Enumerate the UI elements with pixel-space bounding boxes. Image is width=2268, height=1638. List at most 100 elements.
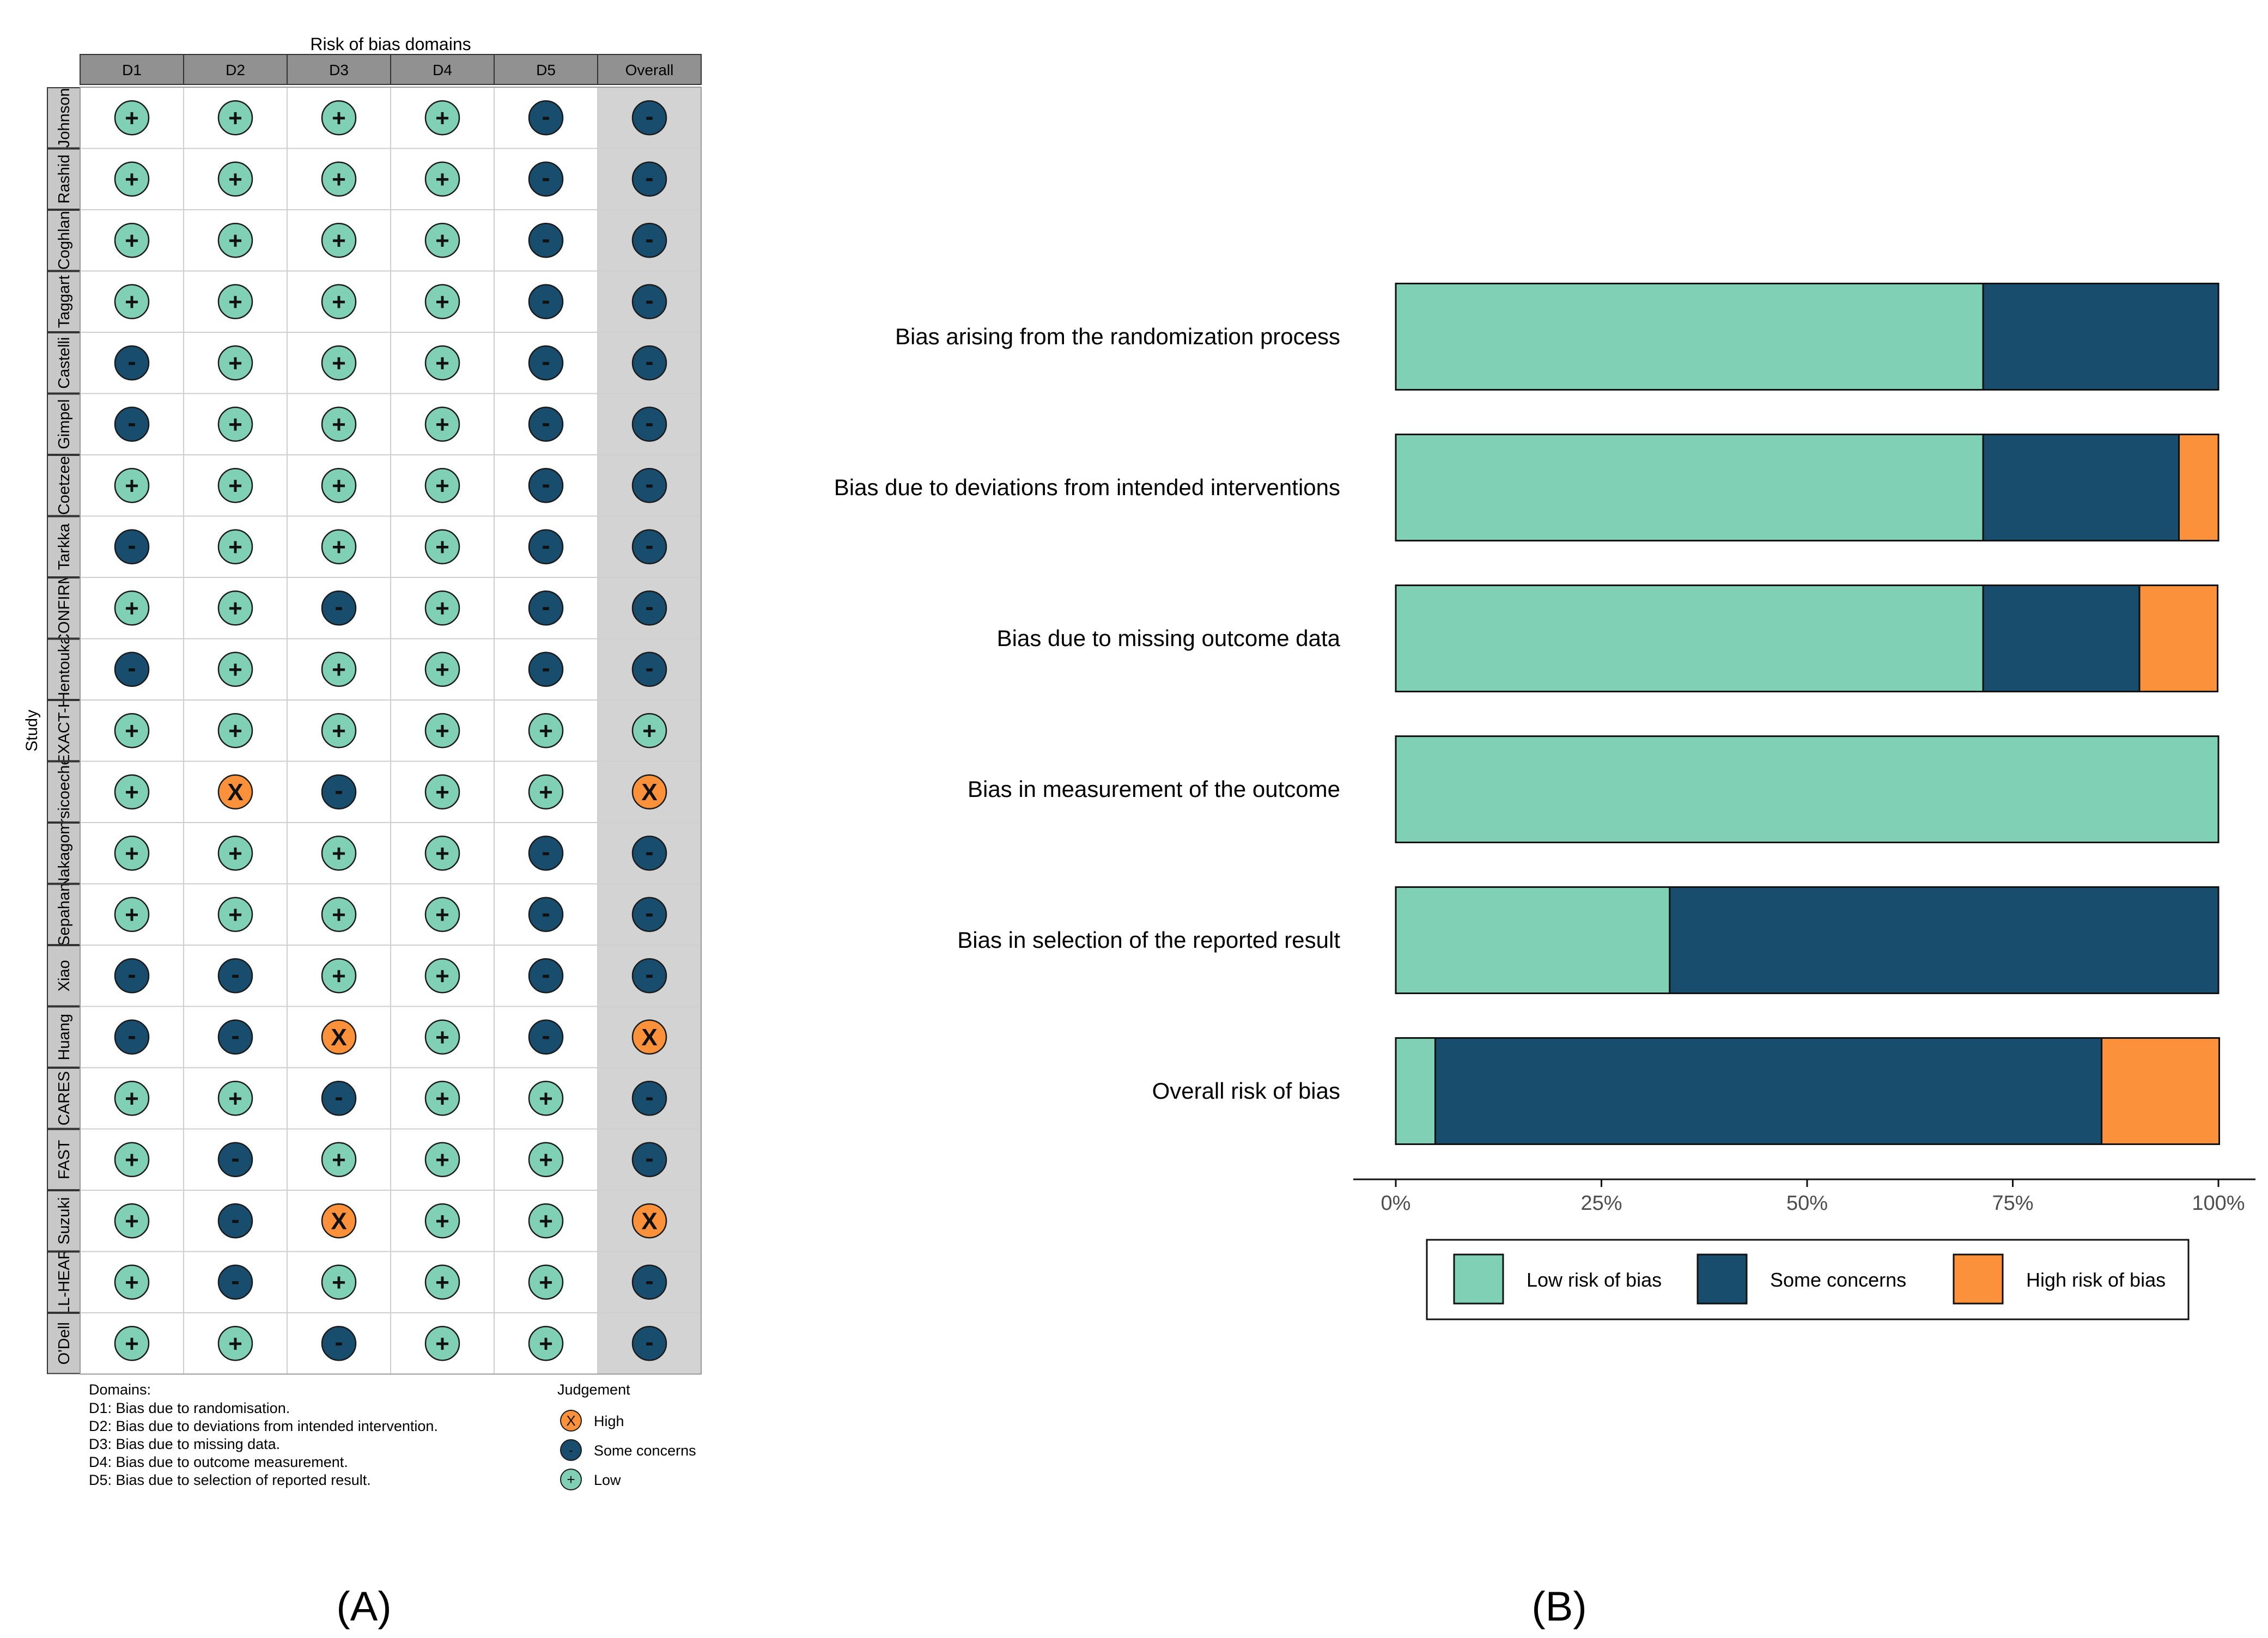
study-label: Castelli: [56, 337, 73, 389]
domain-header-cell: [183, 54, 288, 85]
judgement-symbol: +: [125, 1208, 139, 1234]
judgement-symbol: -: [335, 1082, 343, 1111]
bar-legend-swatch: [1697, 1253, 1748, 1305]
judgement-circle: [217, 1142, 253, 1177]
judgement-symbol: +: [642, 717, 656, 744]
judgement-circle: [217, 651, 253, 687]
judgement-circle: [424, 1081, 460, 1116]
judgement-marker-low: +: [631, 713, 667, 748]
judgement-marker-low: +: [424, 161, 460, 197]
study-label-cell: [47, 1190, 81, 1252]
judgement-marker-low: +: [321, 468, 357, 503]
judgement-symbol: +: [228, 472, 242, 499]
domains-legend-line: D5: Bias due to selection of reported re…: [89, 1472, 371, 1488]
judgement-marker-some: -: [631, 284, 667, 319]
domain-header-cell: [597, 54, 702, 85]
x-tick-label: 75%: [1992, 1192, 2033, 1215]
judgement-circle: [424, 529, 460, 564]
judgement-symbol: -: [645, 899, 653, 927]
judgement-symbol: -: [542, 899, 550, 927]
judgement-circle: [528, 1142, 564, 1177]
bar-segment-low: [1395, 735, 2220, 843]
domain-header-cell: [80, 54, 184, 85]
judgement-circle: [217, 223, 253, 258]
judgement-circle: [321, 590, 357, 626]
judgement-marker-some: -: [114, 651, 150, 687]
summary-bar-chart: Bias arising from the randomization proc…: [834, 283, 2255, 1630]
study-label: Suzuki: [56, 1197, 73, 1245]
study-axis-title: Study: [23, 710, 41, 752]
judgement-symbol: -: [542, 654, 550, 682]
judgement-circle: [631, 345, 667, 381]
study-label: Huang: [56, 1014, 73, 1060]
bar-segment-low: [1395, 283, 1984, 391]
judgement-marker-some: -: [114, 406, 150, 442]
bar-legend-label: High risk of bias: [2026, 1269, 2166, 1291]
judgement-marker-low: +: [424, 774, 460, 809]
domains-legend-line: D1: Bias due to randomisation.: [89, 1400, 290, 1416]
judgement-marker-low: +: [114, 774, 150, 809]
study-label: Taggart: [56, 275, 73, 328]
judgement-circle: [631, 161, 667, 197]
grid-frame: [80, 87, 702, 1375]
judgement-symbol: +: [435, 1085, 449, 1112]
judgement-circle: [114, 223, 150, 258]
judgement-circle: [217, 345, 253, 381]
judgement-circle: [217, 284, 253, 319]
judgement-symbol: +: [539, 717, 553, 744]
judgement-symbol: +: [228, 656, 242, 683]
x-tick-label: 50%: [1786, 1192, 1828, 1215]
judgement-circle: [217, 836, 253, 871]
judgement-circle: [528, 161, 564, 197]
judgement-circle: [424, 161, 460, 197]
judgement-marker-low: +: [528, 774, 564, 809]
domains-legend-line: D3: Bias due to missing data.: [89, 1436, 280, 1452]
judgement-symbol: +: [228, 105, 242, 131]
judgement-circle: [321, 100, 357, 136]
judgement-circle: [631, 529, 667, 564]
judgement-circle: [321, 345, 357, 381]
judgement-symbol: +: [332, 902, 346, 928]
judgement-circle: [631, 1081, 667, 1116]
judgement-circle: [321, 1019, 357, 1055]
judgement-symbol: +: [539, 1147, 553, 1173]
judgement-symbol: +: [539, 1269, 553, 1296]
judgement-legend-symbol: +: [567, 1471, 575, 1488]
judgement-circle: [631, 651, 667, 687]
study-label: Rashid: [56, 155, 73, 204]
judgement-marker-low: +: [114, 284, 150, 319]
judgement-marker-low: +: [528, 1264, 564, 1300]
panel-a-label: (A): [336, 1584, 391, 1630]
judgement-circle: [528, 1326, 564, 1361]
judgement-marker-low: +: [114, 836, 150, 871]
judgement-circle: [114, 284, 150, 319]
judgement-circle: [114, 1326, 150, 1361]
judgement-circle: [321, 1326, 357, 1361]
judgement-marker-low: +: [114, 1081, 150, 1116]
judgement-marker-low: +: [217, 836, 253, 871]
judgement-circle: [114, 1142, 150, 1177]
judgement-marker-high: X: [631, 1203, 667, 1239]
judgement-marker-low: +: [424, 590, 460, 626]
judgement-marker-some: -: [528, 651, 564, 687]
judgement-marker-low: +: [528, 1203, 564, 1239]
judgement-legend-label: High: [594, 1413, 624, 1429]
judgement-circle: [528, 836, 564, 871]
study-label-cell: [47, 1006, 81, 1068]
judgement-marker-some: -: [528, 284, 564, 319]
judgement-circle: [114, 468, 150, 503]
judgement-marker-low: +: [217, 651, 253, 687]
judgement-circle: [321, 713, 357, 748]
judgement-marker-high: X: [631, 1019, 667, 1055]
judgement-circle: [631, 223, 667, 258]
judgement-marker-low: +: [321, 836, 357, 871]
judgement-legend-label: Low: [594, 1472, 621, 1488]
judgement-marker-some: -: [631, 161, 667, 197]
panel-b-label: (B): [1531, 1584, 1586, 1630]
study-label-cell: [47, 271, 81, 332]
judgement-marker-some: -: [528, 345, 564, 381]
judgement-symbol: -: [645, 1082, 653, 1111]
judgement-circle: [321, 406, 357, 442]
category-label: Bias in selection of the reported result: [957, 927, 1340, 953]
judgement-circle: [114, 1203, 150, 1239]
